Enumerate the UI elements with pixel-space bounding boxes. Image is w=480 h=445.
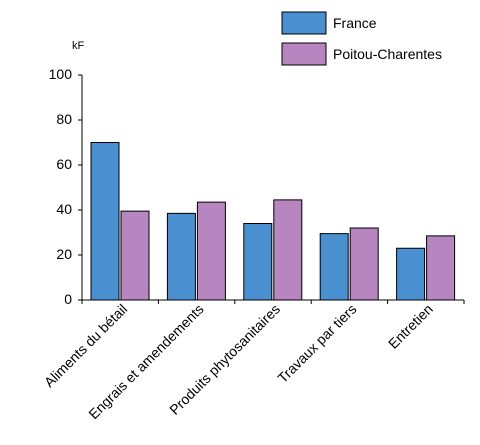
legend-swatch-poitou-charentes	[281, 42, 327, 66]
x-tick-label: Aliments du bétail	[41, 301, 130, 390]
bar-france-aliments-du-betail	[90, 142, 120, 301]
bar-france-produits-phytosanitaires	[243, 223, 273, 301]
bars	[90, 142, 456, 301]
legend-label-france: France	[333, 15, 377, 31]
bar-france-travaux-par-tiers	[319, 233, 349, 301]
bar-poitou-charentes-aliments-du-betail	[120, 210, 150, 301]
legend: France Poitou-Charentes	[281, 11, 442, 66]
bar-poitou-charentes-travaux-par-tiers	[349, 227, 379, 301]
y-tick-label: 20	[56, 246, 72, 262]
x-tick-label: Entretien	[385, 301, 436, 352]
bar-poitou-charentes-produits-phytosanitaires	[273, 199, 303, 301]
bar-poitou-charentes-entretien	[426, 235, 456, 301]
y-axis-unit-label: kF	[72, 40, 85, 52]
bar-poitou-charentes-engrais-et-amendements	[196, 201, 226, 301]
y-tick-label: 60	[56, 156, 72, 172]
y-tick-label: 80	[56, 111, 72, 127]
y-axis: 0 20 40 60 80 100	[49, 66, 83, 307]
y-tick-label: 0	[64, 291, 72, 307]
legend-swatch-france	[281, 11, 327, 35]
legend-label-poitou-charentes: Poitou-Charentes	[333, 46, 442, 62]
bar-france-engrais-et-amendements	[166, 212, 196, 301]
y-tick-label: 40	[56, 201, 72, 217]
bar-france-entretien	[396, 247, 426, 301]
x-tick-label: Travaux par tiers	[274, 301, 359, 386]
y-tick-label: 100	[49, 66, 73, 82]
